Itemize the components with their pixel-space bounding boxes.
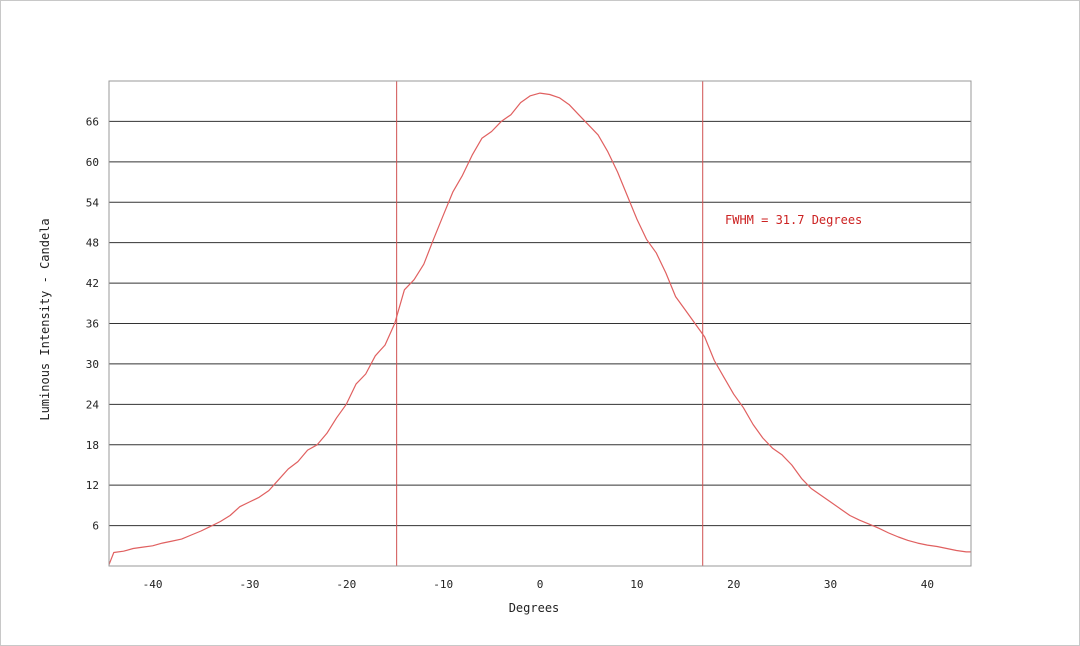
fwhm-annotation: FWHM = 31.7 Degrees xyxy=(725,213,862,227)
y-axis-title: Luminous Intensity - Candela xyxy=(38,218,52,420)
y-tick-label: 24 xyxy=(86,398,100,411)
y-tick-label: 42 xyxy=(86,277,99,290)
x-tick-label: 30 xyxy=(824,578,837,591)
y-tick-label: 30 xyxy=(86,358,99,371)
y-tick-label: 66 xyxy=(86,115,99,128)
x-tick-label: -20 xyxy=(336,578,356,591)
x-tick-label: -40 xyxy=(143,578,163,591)
y-tick-label: 60 xyxy=(86,156,99,169)
series-line xyxy=(108,92,971,565)
x-tick-label: -10 xyxy=(433,578,453,591)
x-tick-label: 0 xyxy=(537,578,544,591)
x-tick-label: -30 xyxy=(240,578,260,591)
y-tick-label: 18 xyxy=(86,439,99,452)
x-axis-title: Degrees xyxy=(509,601,560,615)
y-tick-labels: 6 12 18 24 30 36 42 48 54 60 66 xyxy=(86,115,100,532)
y-tick-label: 12 xyxy=(86,479,99,492)
y-tick-label: 36 xyxy=(86,318,99,331)
grid-lines xyxy=(109,120,971,527)
x-tick-label: 20 xyxy=(727,578,740,591)
fwhm-markers xyxy=(396,81,704,566)
y-tick-label: 6 xyxy=(92,520,99,533)
x-tick-labels: -40 -30 -20 -10 0 10 20 30 40 xyxy=(143,578,934,591)
plot-border xyxy=(108,80,972,567)
x-tick-label: 10 xyxy=(630,578,643,591)
x-tick-label: 40 xyxy=(921,578,934,591)
y-tick-label: 54 xyxy=(86,196,100,209)
y-tick-label: 48 xyxy=(86,237,99,250)
series-layer xyxy=(108,92,971,565)
